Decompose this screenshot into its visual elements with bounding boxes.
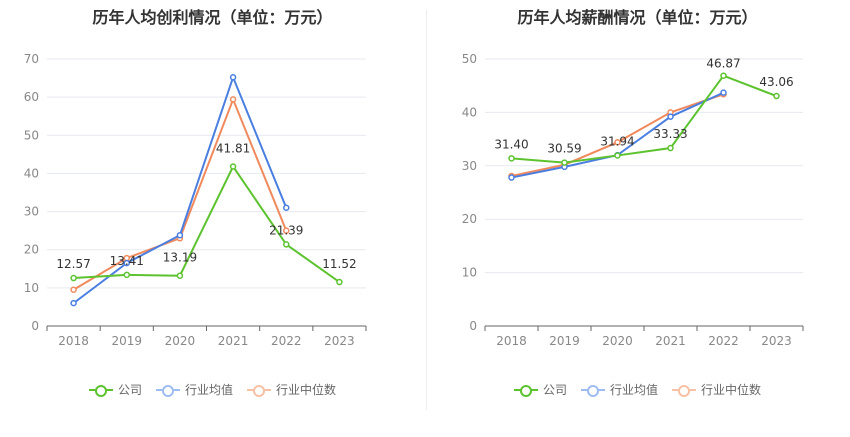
legend-item-industry-median[interactable]: 行业中位数 <box>247 381 336 398</box>
x-tick-label: 2020 <box>165 334 196 348</box>
legend-label: 公司 <box>117 383 142 397</box>
data-label: 41.81 <box>216 142 250 156</box>
x-tick-label: 2022 <box>708 334 739 348</box>
x-tick-label: 2018 <box>58 334 89 348</box>
x-tick-label: 2021 <box>655 334 686 348</box>
x-tick-label: 2019 <box>111 334 142 348</box>
data-point[interactable] <box>283 204 290 212</box>
y-tick-label: 40 <box>462 105 477 119</box>
x-tick-label: 2023 <box>324 334 355 348</box>
y-tick-label: 30 <box>24 205 39 219</box>
legend-line-icon <box>580 384 605 397</box>
profit-chart-panel: 历年人均创利情况（单位：万元） 0 10 20 30 40 50 60 70 2018 2019 2… <box>0 8 425 398</box>
series-line <box>72 74 288 304</box>
data-label: 31.40 <box>494 137 528 151</box>
panel-divider <box>426 10 427 410</box>
series-line <box>73 164 340 283</box>
data-point[interactable] <box>229 96 237 103</box>
x-tick-label: 2018 <box>496 334 527 348</box>
data-point[interactable] <box>720 72 727 79</box>
data-point[interactable] <box>176 272 184 279</box>
data-label: 30.59 <box>547 142 581 156</box>
data-point[interactable] <box>123 259 130 267</box>
data-point[interactable] <box>508 155 515 162</box>
data-point[interactable] <box>70 286 77 294</box>
legend-line-icon <box>155 384 180 397</box>
legend-label: 行业均值 <box>609 383 658 397</box>
x-tick-label: 2023 <box>761 334 792 348</box>
data-point[interactable] <box>336 278 343 286</box>
chart-title: 历年人均薪酬情况（单位：万元） <box>517 8 758 27</box>
data-point[interactable] <box>508 174 515 181</box>
legend-line-icon <box>247 384 271 397</box>
data-point[interactable] <box>283 227 290 234</box>
data-point[interactable] <box>667 144 674 152</box>
legend-label: 行业中位数 <box>276 383 337 397</box>
y-tick-label: 70 <box>24 52 39 66</box>
data-label: 31.94 <box>600 134 634 148</box>
x-tick-label: 2022 <box>271 334 302 348</box>
y-tick-label: 20 <box>462 212 477 226</box>
y-tick-label: 10 <box>24 281 39 295</box>
legend-item-company[interactable]: 公司 <box>513 381 567 398</box>
legend-line-icon <box>88 384 113 397</box>
x-tick-label: 2020 <box>602 334 633 348</box>
data-point[interactable] <box>229 74 237 81</box>
data-label: 43.06 <box>759 75 793 89</box>
legend-item-industry-mean[interactable]: 行业均值 <box>580 381 658 398</box>
y-tick-label: 60 <box>24 90 39 104</box>
x-tick-label: 2019 <box>549 334 580 348</box>
legend-label: 公司 <box>542 383 567 397</box>
legend-label: 行业均值 <box>184 383 233 397</box>
legend-item-company[interactable]: 公司 <box>88 381 142 398</box>
data-label: 21.39 <box>269 223 303 237</box>
data-point[interactable] <box>70 299 77 307</box>
data-label: 46.87 <box>706 57 740 71</box>
data-label: 33.33 <box>653 127 687 141</box>
data-point[interactable] <box>720 89 727 96</box>
y-tick-label: 50 <box>24 128 39 142</box>
y-tick-label: 50 <box>462 52 477 66</box>
chart-legend: 公司 行业均值 行业中位数 <box>425 381 850 398</box>
legend-line-icon <box>513 384 538 397</box>
data-point[interactable] <box>229 163 237 170</box>
data-point[interactable] <box>283 241 290 248</box>
chart-title: 历年人均创利情况（单位：万元） <box>92 8 333 27</box>
x-tick-label: 2021 <box>218 334 249 348</box>
data-point[interactable] <box>614 152 621 159</box>
data-point[interactable] <box>561 159 568 166</box>
salary-chart-panel: 历年人均薪酬情况（单位：万元） 0 10 20 30 40 50 2018 2019 2020 2… <box>425 0 850 437</box>
legend-item-industry-mean[interactable]: 行业均值 <box>155 381 233 398</box>
chart-legend: 公司 行业均值 行业中位数 <box>0 381 425 398</box>
y-tick-label: 20 <box>24 243 39 257</box>
data-label: 12.57 <box>56 257 90 271</box>
data-point[interactable] <box>176 231 184 239</box>
y-tick-label: 30 <box>462 159 477 173</box>
data-point[interactable] <box>123 271 130 279</box>
y-tick-label: 10 <box>462 266 477 280</box>
data-point[interactable] <box>773 92 780 100</box>
legend-label: 行业中位数 <box>701 383 762 397</box>
profit-chart-plot: 0 10 20 30 40 50 60 70 2018 2019 2020 2021 2022 2023 1… <box>24 52 367 348</box>
y-tick-label: 40 <box>24 166 39 180</box>
data-label: 13.19 <box>163 251 197 265</box>
y-tick-label: 0 <box>469 319 477 333</box>
data-label: 13.41 <box>110 254 144 268</box>
salary-chart-plot: 0 10 20 30 40 50 2018 2019 2020 2021 2022 2023 31.40… <box>462 52 804 348</box>
y-tick-label: 0 <box>31 319 39 333</box>
data-point[interactable] <box>667 113 674 120</box>
data-point[interactable] <box>614 139 621 146</box>
data-label: 11.52 <box>322 257 356 271</box>
data-point[interactable] <box>70 274 77 282</box>
series-line <box>511 74 777 164</box>
legend-line-icon <box>672 384 696 397</box>
legend-item-industry-median[interactable]: 行业中位数 <box>672 381 761 398</box>
